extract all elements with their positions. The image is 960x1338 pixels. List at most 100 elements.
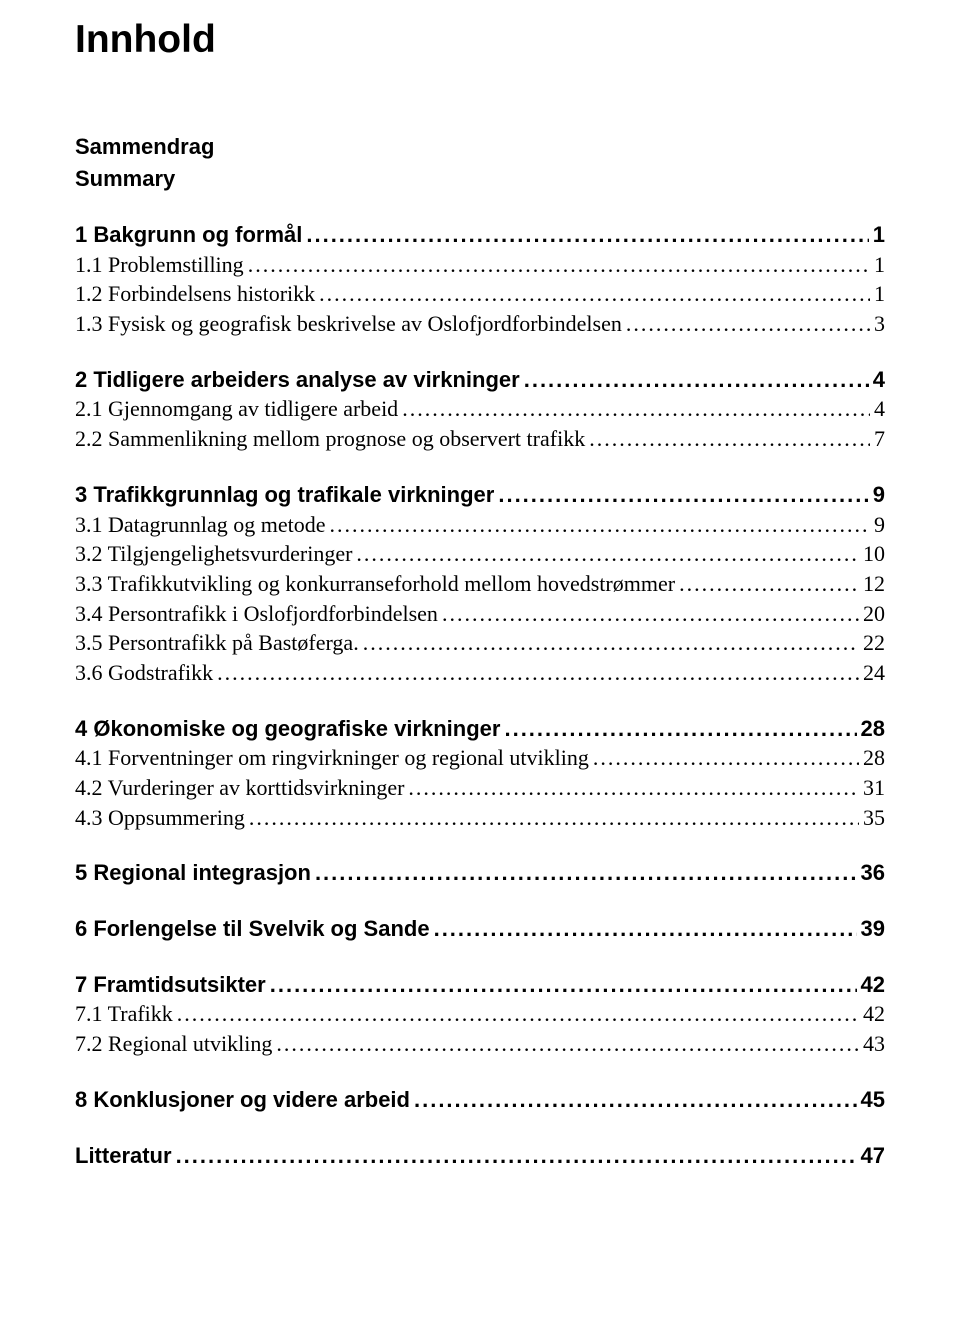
toc-leader-dots: ........................................… xyxy=(622,309,870,339)
toc-sub-label: 4.2 Vurderinger av korttidsvirkninger xyxy=(75,773,404,803)
toc-heading-page: 28 xyxy=(857,714,885,744)
toc-heading-page: 36 xyxy=(857,858,885,888)
toc-section: 5 Regional integrasjon..................… xyxy=(75,858,885,888)
toc-heading-label: 3 Trafikkgrunnlag og trafikale virkninge… xyxy=(75,480,494,510)
toc-sub-row: 3.3 Trafikkutvikling og konkurranseforho… xyxy=(75,569,885,599)
toc-leader-dots: ........................................… xyxy=(315,279,870,309)
toc-leader-dots: ........................................… xyxy=(438,599,859,629)
toc-sub-row: 3.5 Persontrafikk på Bastøferga.........… xyxy=(75,628,885,658)
toc-sub-row: 1.3 Fysisk og geografisk beskrivelse av … xyxy=(75,309,885,339)
preface-sammendrag: Sammendrag xyxy=(75,134,885,160)
toc-sub-label: 7.2 Regional utvikling xyxy=(75,1029,272,1059)
toc-section: 4 Økonomiske og geografiske virkninger..… xyxy=(75,714,885,833)
toc-sub-page: 12 xyxy=(859,569,885,599)
toc-sub-row: 4.1 Forventninger om ringvirkninger og r… xyxy=(75,743,885,773)
toc-leader-dots: ........................................… xyxy=(352,539,859,569)
toc-heading-row: 6 Forlengelse til Svelvik og Sande......… xyxy=(75,914,885,944)
toc-sub-row: 1.2 Forbindelsens historikk.............… xyxy=(75,279,885,309)
toc-heading-row: 3 Trafikkgrunnlag og trafikale virkninge… xyxy=(75,480,885,510)
toc-sub-row: 4.2 Vurderinger av korttidsvirkninger...… xyxy=(75,773,885,803)
toc-sub-page: 9 xyxy=(870,510,885,540)
toc-sub-label: 1.2 Forbindelsens historikk xyxy=(75,279,315,309)
toc-section: 2 Tidligere arbeiders analyse av virknin… xyxy=(75,365,885,454)
toc-sub-page: 1 xyxy=(870,250,885,280)
toc-sub-label: 2.2 Sammenlikning mellom prognose og obs… xyxy=(75,424,585,454)
toc-sub-page: 1 xyxy=(870,279,885,309)
toc-leader-dots: ........................................… xyxy=(404,773,859,803)
toc-sub-label: 3.6 Godstrafikk xyxy=(75,658,213,688)
toc-leader-dots: ........................................… xyxy=(173,999,859,1029)
table-of-contents: 1 Bakgrunn og formål....................… xyxy=(75,220,885,1170)
toc-leader-dots: ........................................… xyxy=(430,914,857,944)
toc-sub-label: 1.3 Fysisk og geografisk beskrivelse av … xyxy=(75,309,622,339)
toc-sub-row: 4.3 Oppsummering........................… xyxy=(75,803,885,833)
toc-sub-row: 1.1 Problemstilling.....................… xyxy=(75,250,885,280)
toc-sub-page: 10 xyxy=(859,539,885,569)
toc-heading-label: 6 Forlengelse til Svelvik og Sande xyxy=(75,914,430,944)
toc-sub-page: 20 xyxy=(859,599,885,629)
toc-heading-label: 2 Tidligere arbeiders analyse av virknin… xyxy=(75,365,520,395)
toc-heading-page: 1 xyxy=(869,220,885,250)
toc-heading-label: 1 Bakgrunn og formål xyxy=(75,220,302,250)
toc-leader-dots: ........................................… xyxy=(172,1141,857,1171)
toc-sub-label: 4.3 Oppsummering xyxy=(75,803,245,833)
toc-sub-page: 28 xyxy=(859,743,885,773)
toc-sub-label: 4.1 Forventninger om ringvirkninger og r… xyxy=(75,743,589,773)
toc-sub-label: 3.2 Tilgjengelighetsvurderinger xyxy=(75,539,352,569)
toc-section: Litteratur..............................… xyxy=(75,1141,885,1171)
toc-sub-row: 2.1 Gjennomgang av tidligere arbeid.....… xyxy=(75,394,885,424)
toc-sub-row: 2.2 Sammenlikning mellom prognose og obs… xyxy=(75,424,885,454)
toc-section: 1 Bakgrunn og formål....................… xyxy=(75,220,885,339)
toc-leader-dots: ........................................… xyxy=(311,858,857,888)
page-title: Innhold xyxy=(75,18,885,62)
toc-heading-label: 8 Konklusjoner og videre arbeid xyxy=(75,1085,410,1115)
toc-leader-dots: ........................................… xyxy=(500,714,856,744)
toc-heading-page: 39 xyxy=(857,914,885,944)
toc-sub-row: 7.2 Regional utvikling..................… xyxy=(75,1029,885,1059)
toc-leader-dots: ........................................… xyxy=(398,394,870,424)
toc-heading-page: 42 xyxy=(857,970,885,1000)
toc-section: 7 Framtidsutsikter......................… xyxy=(75,970,885,1059)
toc-leader-dots: ........................................… xyxy=(302,220,868,250)
toc-sub-label: 2.1 Gjennomgang av tidligere arbeid xyxy=(75,394,398,424)
toc-sub-page: 35 xyxy=(859,803,885,833)
toc-heading-label: 7 Framtidsutsikter xyxy=(75,970,266,1000)
toc-sub-page: 24 xyxy=(859,658,885,688)
toc-heading-row: 4 Økonomiske og geografiske virkninger..… xyxy=(75,714,885,744)
toc-leader-dots: ........................................… xyxy=(410,1085,857,1115)
toc-leader-dots: ........................................… xyxy=(520,365,869,395)
toc-heading-page: 4 xyxy=(869,365,885,395)
toc-leader-dots: ........................................… xyxy=(213,658,859,688)
toc-sub-row: 3.1 Datagrunnlag og metode..............… xyxy=(75,510,885,540)
toc-heading-page: 9 xyxy=(869,480,885,510)
toc-sub-page: 31 xyxy=(859,773,885,803)
toc-leader-dots: ........................................… xyxy=(359,628,859,658)
toc-sub-page: 43 xyxy=(859,1029,885,1059)
toc-sub-row: 3.2 Tilgjengelighetsvurderinger.........… xyxy=(75,539,885,569)
toc-sub-page: 4 xyxy=(870,394,885,424)
toc-sub-label: 7.1 Trafikk xyxy=(75,999,173,1029)
toc-section: 6 Forlengelse til Svelvik og Sande......… xyxy=(75,914,885,944)
toc-heading-row: 5 Regional integrasjon..................… xyxy=(75,858,885,888)
toc-sub-label: 3.5 Persontrafikk på Bastøferga. xyxy=(75,628,359,658)
toc-heading-label: 5 Regional integrasjon xyxy=(75,858,311,888)
preface-summary: Summary xyxy=(75,166,885,192)
toc-heading-row: 1 Bakgrunn og formål....................… xyxy=(75,220,885,250)
toc-heading-page: 45 xyxy=(857,1085,885,1115)
toc-sub-page: 42 xyxy=(859,999,885,1029)
toc-sub-label: 1.1 Problemstilling xyxy=(75,250,244,280)
toc-sub-page: 7 xyxy=(870,424,885,454)
toc-leader-dots: ........................................… xyxy=(244,250,870,280)
toc-sub-label: 3.1 Datagrunnlag og metode xyxy=(75,510,326,540)
toc-leader-dots: ........................................… xyxy=(266,970,857,1000)
toc-sub-label: 3.3 Trafikkutvikling og konkurranseforho… xyxy=(75,569,675,599)
toc-sub-row: 3.6 Godstrafikk.........................… xyxy=(75,658,885,688)
toc-leader-dots: ........................................… xyxy=(326,510,871,540)
toc-leader-dots: ........................................… xyxy=(675,569,859,599)
toc-leader-dots: ........................................… xyxy=(272,1029,859,1059)
toc-heading-row: 8 Konklusjoner og videre arbeid.........… xyxy=(75,1085,885,1115)
toc-leader-dots: ........................................… xyxy=(494,480,868,510)
toc-leader-dots: ........................................… xyxy=(245,803,859,833)
toc-sub-row: 7.1 Trafikk.............................… xyxy=(75,999,885,1029)
toc-heading-label: 4 Økonomiske og geografiske virkninger xyxy=(75,714,500,744)
